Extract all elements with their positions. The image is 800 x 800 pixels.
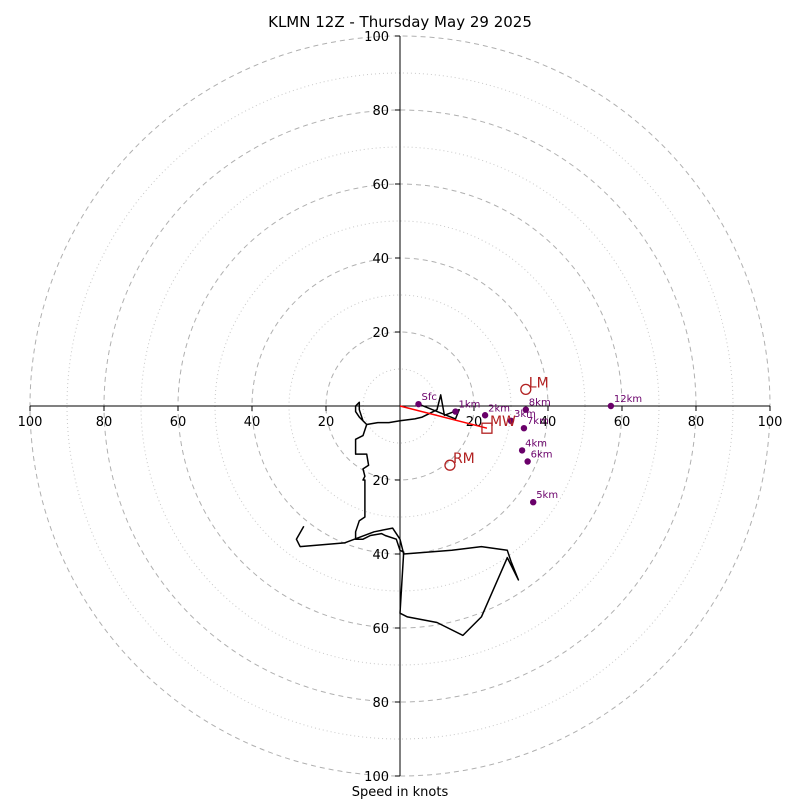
tick-label-right: 100 <box>758 415 783 430</box>
height-marker-dot <box>522 406 529 413</box>
storm-motion-markers: RM LM MW <box>444 375 549 471</box>
x-axis-label: Speed in knots <box>352 785 449 800</box>
tick-label-right: 40 <box>540 415 557 430</box>
tick-label-top: 20 <box>372 326 389 341</box>
shear-vector <box>399 405 488 429</box>
height-marker-dot <box>530 499 537 506</box>
trace-line <box>295 394 520 637</box>
tick-label-right: 80 <box>688 415 705 430</box>
height-markers: Sfc 1km 2km 3km 4km 5km 6km 7km 8km 12km <box>415 392 642 506</box>
height-marker-label: 3km <box>514 409 536 420</box>
motion-marker-circle <box>444 459 456 471</box>
height-marker-label: 7km <box>527 416 549 427</box>
height-marker-label: 5km <box>536 490 558 501</box>
hodograph-trace <box>295 394 520 637</box>
tick-label-bottom: 40 <box>372 548 389 563</box>
height-marker-label: 2km <box>488 403 510 414</box>
height-marker-label: 8km <box>529 398 551 409</box>
tick-labels: 20 20 20 20 40 40 40 40 60 60 60 60 80 80 80 80 100 100 10… <box>18 30 783 785</box>
tick-label-left: 100 <box>18 415 43 430</box>
height-marker-label: 1km <box>459 400 481 411</box>
tick-label-left: 60 <box>170 415 187 430</box>
height-marker-label: 12km <box>614 394 642 405</box>
tick-label-top: 60 <box>372 178 389 193</box>
height-marker-label: 4km <box>525 438 547 449</box>
chart-title: KLMN 12Z - Thursday May 29 2025 <box>268 13 532 31</box>
tick-label-right: 60 <box>614 415 631 430</box>
motion-label: LM <box>529 375 549 391</box>
motion-label: MW <box>490 414 516 430</box>
height-marker-label: Sfc <box>422 392 437 403</box>
height-marker-dot <box>415 400 422 408</box>
tick-label-bottom: 60 <box>372 622 389 637</box>
tick-label-top: 80 <box>372 104 389 119</box>
tick-label-left: 80 <box>96 415 113 430</box>
height-marker-dot <box>520 425 528 432</box>
shear-vector-line <box>399 405 488 429</box>
motion-marker-square <box>481 422 493 434</box>
height-marker-dot <box>452 408 459 415</box>
tick-label-left: 20 <box>318 415 335 430</box>
tick-label-left: 40 <box>244 415 261 430</box>
height-marker-dot <box>607 402 615 410</box>
height-marker-dot <box>507 417 515 424</box>
height-marker-dot <box>481 412 489 419</box>
height-marker-dot <box>518 447 526 454</box>
tick-label-top: 40 <box>372 252 389 267</box>
tick-label-right: 20 <box>466 415 483 430</box>
tick-label-bottom: 20 <box>372 474 389 489</box>
motion-label: RM <box>453 451 475 467</box>
tick-label-bottom: 100 <box>364 770 389 785</box>
tick-label-bottom: 80 <box>372 696 389 711</box>
tick-label-top: 100 <box>364 30 389 45</box>
height-marker-label: 6km <box>531 450 553 461</box>
motion-marker-circle <box>520 383 532 396</box>
height-marker-dot <box>524 458 531 465</box>
